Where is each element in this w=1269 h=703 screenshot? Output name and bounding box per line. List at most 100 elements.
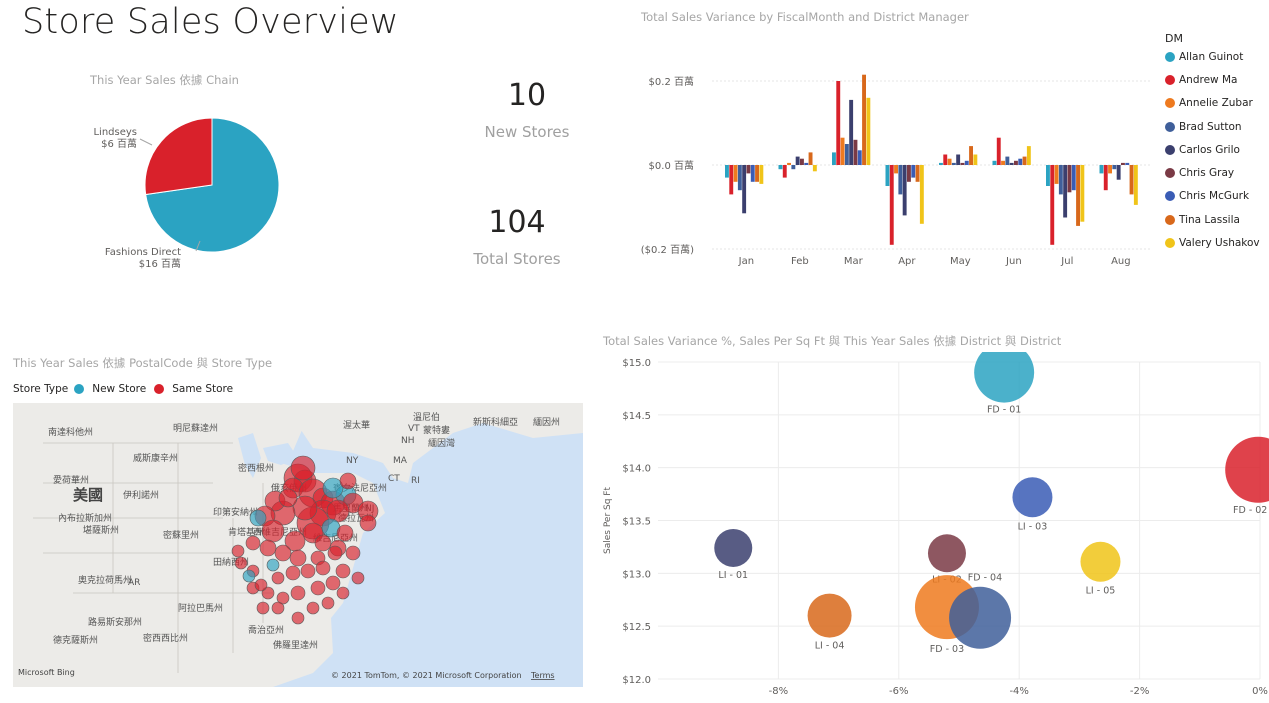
column-bar-5-5[interactable] [1014,160,1018,165]
column-bar-3-6[interactable] [911,165,916,178]
column-bar-6-6[interactable] [1071,165,1076,191]
column-bar-7-2[interactable] [1108,165,1112,174]
column-bar-4-2[interactable] [947,158,952,165]
column-bar-4-8[interactable] [973,154,978,166]
column-bar-7-4[interactable] [1116,165,1121,180]
map-store-bubble-26[interactable] [274,544,292,562]
column-bar-6-5[interactable] [1067,165,1072,193]
column-bar-5-4[interactable] [1009,162,1014,165]
map-store-bubble-34[interactable] [285,565,301,581]
column-bar-6-4[interactable] [1063,165,1068,218]
column-bar-7-6[interactable] [1125,162,1130,165]
column-bar-1-3[interactable] [791,165,796,170]
column-bar-7-5[interactable] [1121,162,1125,165]
column-bar-1-1[interactable] [782,165,787,178]
map-store-bubble-55[interactable] [359,514,377,532]
column-bar-6-0[interactable] [1046,165,1050,186]
column-bar-5-8[interactable] [1026,146,1031,165]
column-bar-0-2[interactable] [733,165,738,182]
map-store-bubble-41[interactable] [290,585,306,601]
scatter-bubble-4[interactable] [927,534,966,573]
scatter-bubble-2[interactable] [1012,477,1053,518]
column-bar-1-5[interactable] [800,158,804,165]
column-bar-4-7[interactable] [969,146,973,165]
column-bar-3-0[interactable] [885,165,890,186]
column-bar-0-5[interactable] [746,165,751,174]
column-bar-0-6[interactable] [750,165,755,182]
column-bar-2-5[interactable] [853,139,858,165]
column-bar-6-8[interactable] [1080,165,1085,222]
column-bar-5-1[interactable] [996,137,1001,165]
pie-slice-1[interactable] [144,117,213,196]
column-bar-0-3[interactable] [737,165,742,191]
map-store-bubble-42[interactable] [276,591,290,605]
map-store-bubble-28[interactable] [245,535,261,551]
map-store-bubble-39[interactable] [325,575,341,591]
map-store-bubble-57[interactable] [278,488,298,508]
map-store-bubble-29[interactable] [231,544,245,558]
column-bar-4-5[interactable] [960,162,965,165]
column-bar-1-6[interactable] [804,162,809,165]
column-bar-0-0[interactable] [725,165,729,178]
scatter-chart[interactable]: $15.0 $14.5 $14.0 $13.5 $13.0 $12.5 $12.0 -8% -6… [598,352,1269,702]
column-bar-1-2[interactable] [787,162,791,165]
column-bar-0-4[interactable] [742,165,747,214]
column-bar-2-2[interactable] [840,137,845,165]
column-bar-3-7[interactable] [915,165,920,182]
map-store-bubble-33[interactable] [271,571,285,585]
map-store-bubble-58[interactable] [322,477,344,499]
column-bar-3-5[interactable] [907,165,911,182]
column-bar-6-7[interactable] [1076,165,1080,226]
column-bar-5-6[interactable] [1018,158,1023,165]
column-legend-item-6[interactable]: Chris McGurk [1165,185,1260,208]
map-store-bubble-54[interactable] [345,545,361,561]
map-store-bubble-50[interactable] [336,586,350,600]
map-store-bubble-22[interactable] [314,534,332,552]
column-bar-2-3[interactable] [844,144,849,165]
column-chart[interactable]: $0.2 百萬 $0.0 百萬 ($0.2 百萬) Jan Feb Mar Apr May Ju… [630,60,1160,280]
map-store-bubble-21[interactable] [336,524,354,542]
pie-chart[interactable]: Fashions Direct$16 百萬 Lindseys$6 百萬 [60,95,320,285]
map-canvas[interactable]: 溫尼伯渥太華蒙特婁新斯科細亞緬因州VTNHNYMACTRINJ緬因灣南達科他州明… [13,403,583,687]
column-bar-1-0[interactable] [778,165,783,170]
column-bar-0-8[interactable] [759,165,764,184]
column-bar-0-1[interactable] [729,165,734,195]
column-bar-4-0[interactable] [939,162,943,165]
map-store-bubble-59[interactable] [339,472,357,490]
map-store-bubble-16[interactable] [261,519,285,543]
column-bar-7-1[interactable] [1103,165,1108,191]
column-bar-6-2[interactable] [1054,165,1059,184]
map-store-bubble-49[interactable] [321,596,335,610]
scatter-bubble-9[interactable] [949,586,1012,649]
scatter-bubble-7[interactable] [807,593,852,638]
map-store-bubble-40[interactable] [310,580,326,596]
map-store-bubble-45[interactable] [242,569,256,583]
column-bar-4-6[interactable] [964,160,969,165]
column-bar-3-4[interactable] [902,165,907,216]
map-store-bubble-36[interactable] [315,560,331,576]
map-store-bubble-56[interactable] [290,455,316,481]
map-store-bubble-30[interactable] [234,556,248,570]
map-store-bubble-17[interactable] [249,509,267,527]
column-bar-3-8[interactable] [919,165,924,224]
map-store-bubble-51[interactable] [291,611,305,625]
map-store-bubble-43[interactable] [261,586,275,600]
column-bar-3-1[interactable] [889,165,894,245]
map-store-bubble-37[interactable] [335,563,351,579]
column-bar-2-0[interactable] [832,152,836,165]
column-bar-5-3[interactable] [1005,156,1010,165]
column-bar-5-7[interactable] [1022,156,1027,165]
map-store-bubbles[interactable] [231,455,379,625]
map-store-bubble-32[interactable] [266,558,280,572]
scatter-bubble-1[interactable] [1225,436,1269,503]
column-bar-4-4[interactable] [956,154,961,166]
column-legend-item-5[interactable]: Chris Gray [1165,161,1260,184]
column-bar-7-0[interactable] [1099,165,1104,174]
map-store-bubble-10[interactable] [326,499,350,523]
map-store-bubble-48[interactable] [306,601,320,615]
map-terms-link[interactable]: Terms [530,671,555,680]
column-legend-item-1[interactable]: Andrew Ma [1165,68,1260,91]
column-bar-7-8[interactable] [1133,165,1138,205]
map-store-bubble-27[interactable] [259,539,277,557]
column-bar-7-7[interactable] [1129,165,1134,195]
